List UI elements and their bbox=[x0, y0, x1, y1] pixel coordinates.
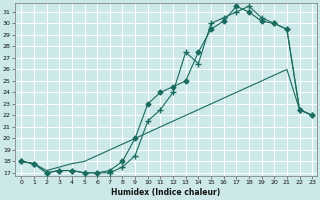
X-axis label: Humidex (Indice chaleur): Humidex (Indice chaleur) bbox=[111, 188, 221, 197]
